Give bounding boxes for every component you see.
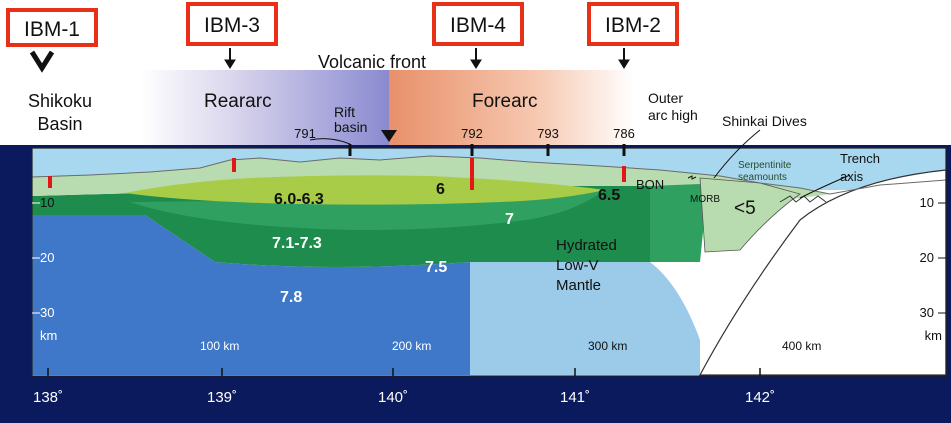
- volcanic-front-triangle: [381, 130, 397, 142]
- hydrated-label-line2: Low-V: [556, 257, 599, 274]
- velocity-6: 6: [436, 181, 445, 198]
- forearc-block: [650, 184, 705, 262]
- depth-right-30: 30: [920, 305, 934, 320]
- ibm2-label: IBM-2: [605, 14, 661, 37]
- trench-pointer: [799, 174, 851, 199]
- morb-label: MORB: [690, 194, 720, 205]
- longitude-140: 140˚: [378, 389, 408, 406]
- distance-300km: 300 km: [588, 339, 627, 353]
- velocity-6-5: 6.5: [598, 187, 620, 204]
- site-786: 786: [613, 126, 635, 141]
- bon-label: BON: [636, 177, 664, 192]
- hydrated-label-line1: Hydrated: [556, 237, 617, 254]
- site-marks: [48, 158, 626, 190]
- morb-glyph: [687, 175, 697, 180]
- velocity-7: 7: [505, 211, 514, 228]
- ibm4-label: IBM-4: [450, 14, 506, 37]
- velocity-6-0-6-3: 6.0-6.3: [274, 191, 324, 208]
- lime-crust-region: [125, 175, 605, 205]
- ibm3-box: [186, 2, 278, 46]
- site-793: 793: [537, 126, 559, 141]
- section-layers: [31, 147, 947, 377]
- depth-right-10: 10: [920, 195, 934, 210]
- outer-arc-label-line2: arc high: [648, 107, 698, 123]
- rift-basin-pointer: [309, 138, 351, 145]
- shinkai-label: Shinkai Dives: [722, 113, 807, 129]
- longitude-141: 141˚: [560, 389, 590, 406]
- velocity-less-than-5: <5: [734, 198, 756, 219]
- volcanic-front-label: Volcanic front: [318, 52, 426, 72]
- serpentinite-label-line2: seamounts: [738, 172, 787, 183]
- site-791: 791: [294, 126, 316, 141]
- depth-right-20: 20: [920, 250, 934, 265]
- ibm2-box: [587, 2, 679, 46]
- rift-label-line2: basin: [334, 119, 367, 135]
- shinkai-pointer: [713, 129, 761, 179]
- section-border: [31, 147, 947, 377]
- footer-bg: [0, 381, 951, 418]
- depth-left-unit: km: [40, 328, 57, 343]
- forearc-label: Forearc: [472, 91, 537, 112]
- shikoku-label-line2: Basin: [37, 114, 82, 134]
- depth-left-30: 30: [40, 305, 54, 320]
- velocity-7-8: 7.8: [280, 289, 302, 306]
- distance-200km: 200 km: [392, 339, 431, 353]
- rift-label-line1: Rift: [334, 104, 355, 120]
- depth-axis-left: 10 20 30 km: [32, 195, 57, 343]
- forearc-band: [389, 70, 634, 145]
- site-792: 792: [461, 126, 483, 141]
- longitude-138: 138˚: [33, 389, 63, 406]
- depth-left-10: 10: [40, 195, 54, 210]
- distance-100km: 100 km: [200, 339, 239, 353]
- depth-right-unit: km: [925, 328, 942, 343]
- shikoku-label-line1: Shikoku: [28, 91, 92, 111]
- site-ticks: [348, 144, 626, 156]
- serpentinite-block: [699, 177, 801, 253]
- longitude-ticks: [47, 368, 761, 376]
- mantle-region: [32, 215, 470, 375]
- seafloor-line: [31, 155, 947, 195]
- outer-arc-label-line1: Outer: [648, 90, 683, 106]
- longitude-142: 142˚: [745, 389, 775, 406]
- left-margin: [0, 145, 18, 381]
- serpentinite-label-line1: Serpentinite: [738, 160, 792, 171]
- trench-label-line1: Trench: [840, 151, 880, 166]
- depth-left-20: 20: [40, 250, 54, 265]
- ibm4-box: [432, 2, 524, 46]
- site-arrows: [29, 48, 630, 73]
- hydrated-mantle-region: [470, 262, 700, 375]
- trench-label-line2: axis: [840, 169, 864, 184]
- depth-axis-right: 10 20 30 km: [920, 195, 946, 343]
- distance-400km: 400 km: [782, 339, 821, 353]
- subducting-plate: [698, 169, 947, 376]
- hydrated-label-line3: Mantle: [556, 277, 601, 294]
- ibm1-box: [6, 8, 98, 47]
- velocity-7-1-7-3: 7.1-7.3: [272, 235, 322, 252]
- reararc-label: Reararc: [204, 91, 272, 112]
- velocity-7-5: 7.5: [425, 259, 447, 276]
- ibm3-label: IBM-3: [204, 14, 260, 37]
- reararc-band: [140, 70, 389, 145]
- ibm-boxes: [6, 2, 679, 47]
- ibm1-label: IBM-1: [24, 18, 80, 41]
- longitude-139: 139˚: [207, 389, 237, 406]
